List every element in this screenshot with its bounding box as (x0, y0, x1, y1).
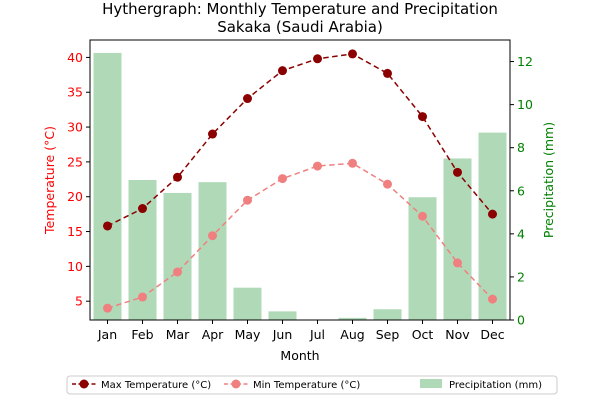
legend-max-label: Max Temperature (°C) (101, 380, 211, 391)
y-left-axis-label: Temperature (°C) (42, 126, 57, 235)
precip-bar-mar (163, 192, 192, 320)
min-temp-point-jun (278, 174, 287, 184)
min-temp-point-sep (383, 179, 392, 189)
min-temp-point-jan (103, 303, 112, 313)
max-temp-point-jun (278, 66, 287, 76)
y-right-axis-label: Precipitation (mm) (541, 122, 556, 238)
max-temp-point-may (243, 94, 252, 104)
x-tick-label-jul: Jul (309, 327, 325, 342)
chart-subtitle: Sakaka (Saudi Arabia) (217, 18, 383, 36)
precip-bar-sep (373, 309, 402, 320)
max-temp-point-feb (138, 204, 147, 214)
y-left-tick-label: 25 (67, 154, 83, 169)
x-tick-label-aug: Aug (340, 327, 364, 342)
min-temp-point-mar (173, 267, 182, 277)
precipitation-bars (93, 52, 507, 321)
y-right-tick-label: 2 (517, 269, 525, 284)
min-temp-point-oct (418, 211, 427, 221)
y-right-tick-label: 8 (517, 140, 525, 155)
legend-precip-label: Precipitation (mm) (449, 380, 542, 391)
x-tick-label-oct: Oct (412, 327, 434, 342)
precip-bar-aug (338, 317, 367, 320)
y-right-tick-label: 0 (517, 313, 525, 328)
min-temp-point-feb (138, 292, 147, 302)
max-temp-point-jan (103, 221, 112, 231)
max-temp-point-oct (418, 112, 427, 122)
chart-title: Hythergraph: Monthly Temperature and Pre… (102, 0, 498, 18)
x-tick-label-jan: Jan (97, 327, 117, 342)
legend-max-marker-icon (79, 379, 89, 389)
min-temp-point-apr (208, 231, 217, 241)
x-tick-label-apr: Apr (202, 327, 224, 342)
precip-bar-dec (478, 132, 507, 320)
x-tick-label-nov: Nov (445, 327, 470, 342)
max-temp-point-nov (453, 167, 462, 177)
min-temp-point-jul (313, 161, 322, 171)
max-temp-line (107, 53, 494, 227)
min-temp-point-nov (453, 258, 462, 268)
y-left-tick-label: 20 (67, 189, 83, 204)
max-temp-point-apr (208, 129, 217, 139)
legend-min-label: Min Temperature (°C) (253, 380, 360, 391)
legend: Max Temperature (°C) Min Temperature (°C… (66, 375, 558, 395)
y-right-tick-label: 4 (517, 226, 525, 241)
min-temp-point-dec (488, 294, 497, 304)
y-right-tick-label: 12 (517, 54, 533, 69)
x-tick-label-dec: Dec (480, 327, 504, 342)
y-right-tick-label: 10 (517, 97, 533, 112)
x-tick-label-may: May (235, 327, 261, 342)
max-temp-point-sep (383, 68, 392, 78)
x-tick-label-feb: Feb (131, 327, 153, 342)
min-temp-point-aug (348, 158, 357, 168)
plot-frame (89, 39, 511, 321)
y-left-tick-label: 10 (67, 259, 83, 274)
y-left-tick-label: 15 (67, 224, 83, 239)
x-tick-label-jun: Jun (272, 327, 293, 342)
precip-bar-jan (93, 52, 122, 321)
precip-bar-apr (198, 182, 227, 320)
x-tick-label-mar: Mar (166, 327, 190, 342)
y-left-tick-label: 35 (67, 85, 83, 100)
temperature-lines (103, 49, 497, 313)
min-temp-point-may (243, 195, 252, 205)
y-left-tick-label: 5 (75, 294, 83, 309)
x-tick-label-sep: Sep (376, 327, 400, 342)
max-temp-point-aug (348, 49, 357, 59)
x-axis-label: Month (280, 348, 319, 363)
axes: 5 10 15 20 25 30 35 40 0 2 4 6 8 10 12 Jan Feb Mar Apr May J… (67, 39, 533, 342)
max-temp-point-dec (488, 209, 497, 219)
precip-bar-jun (268, 311, 297, 320)
precip-bar-nov (443, 158, 472, 320)
precip-bar-may (233, 287, 262, 320)
y-left-tick-label: 30 (67, 120, 83, 135)
max-temp-point-mar (173, 172, 182, 182)
legend-min-marker-icon (231, 379, 241, 389)
y-right-tick-label: 6 (517, 183, 525, 198)
min-temp-line (107, 162, 494, 309)
y-left-tick-label: 40 (67, 50, 83, 65)
legend-precip-swatch-icon (420, 379, 442, 388)
max-temp-point-jul (313, 54, 322, 64)
